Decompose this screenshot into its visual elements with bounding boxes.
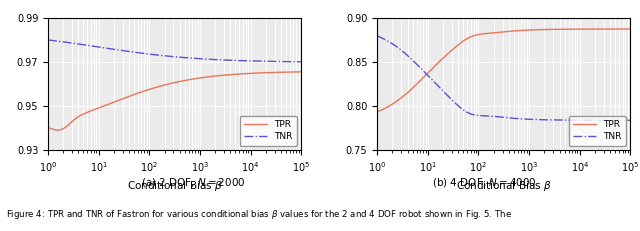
- TPR: [621, 28, 629, 30]
- TNR: [152, 54, 160, 56]
- TNR: [470, 114, 478, 116]
- TPR: [292, 70, 300, 73]
- TNR: [481, 115, 489, 117]
- TNR: [627, 119, 634, 122]
- Text: (a) 2 DOF, $N = 2000$: (a) 2 DOF, $N = 2000$: [141, 176, 246, 188]
- Text: Figure 4: TPR and TNR of Fastron for various conditional bias $\beta$ values for: Figure 4: TPR and TNR of Fastron for var…: [6, 208, 513, 221]
- Line: TNR: TNR: [48, 40, 301, 62]
- TNR: [141, 52, 149, 55]
- TNR: [88, 45, 96, 47]
- TNR: [298, 61, 305, 63]
- TPR: [417, 78, 425, 81]
- TPR: [73, 116, 81, 119]
- TPR: [152, 86, 160, 89]
- TNR: [621, 119, 629, 122]
- TNR: [373, 35, 381, 37]
- TNR: [265, 60, 273, 63]
- Line: TNR: TNR: [377, 36, 630, 120]
- TNR: [595, 119, 602, 122]
- TPR: [595, 28, 602, 30]
- TPR: [88, 109, 96, 112]
- TNR: [402, 53, 410, 56]
- TPR: [470, 34, 478, 37]
- TPR: [298, 70, 305, 73]
- TPR: [481, 32, 489, 35]
- TPR: [373, 110, 381, 113]
- TPR: [627, 28, 634, 30]
- TPR: [44, 126, 52, 129]
- TNR: [73, 42, 81, 45]
- X-axis label: Conditional Bias $\beta$: Conditional Bias $\beta$: [127, 179, 222, 193]
- TNR: [417, 67, 425, 70]
- Text: (b) 4 DOF, $N = 4000$: (b) 4 DOF, $N = 4000$: [433, 176, 537, 188]
- Legend: TPR, TNR: TPR, TNR: [239, 116, 297, 146]
- X-axis label: Conditional Bias $\beta$: Conditional Bias $\beta$: [456, 179, 552, 193]
- TPR: [265, 71, 273, 74]
- TNR: [292, 60, 300, 63]
- Legend: TPR, TNR: TPR, TNR: [569, 116, 626, 146]
- Line: TPR: TPR: [48, 72, 301, 130]
- Line: TPR: TPR: [377, 29, 630, 112]
- TPR: [54, 129, 62, 132]
- TPR: [402, 93, 410, 95]
- TNR: [44, 39, 52, 41]
- TPR: [141, 89, 149, 92]
